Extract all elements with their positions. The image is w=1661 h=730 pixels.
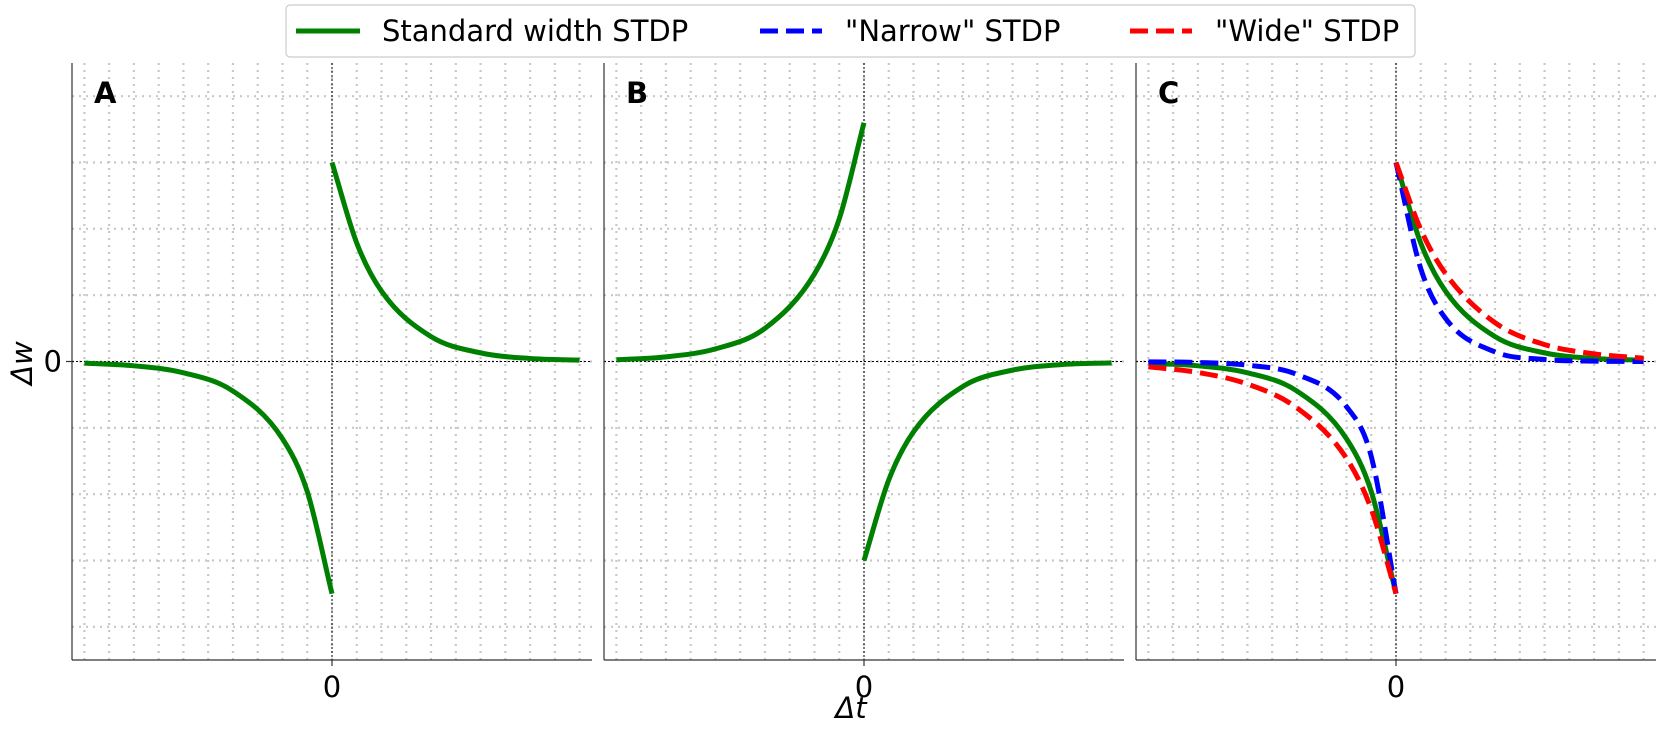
series-narrow-stdp-positive-branch (1393, 161, 1644, 364)
y-tick-label: 0 (44, 345, 62, 379)
x-tick-label: 0 (323, 670, 341, 704)
panel-a: 0 0 A (44, 63, 592, 704)
series-standard-width-stdp-positive-branch (329, 161, 580, 363)
series-wide-stdp-negative-branch (1148, 364, 1399, 595)
panel-label-b: B (626, 76, 648, 110)
legend-frame (285, 4, 1416, 58)
panel-label-c: C (1158, 76, 1179, 110)
series-standard-width-stdp-positive-branch (1393, 161, 1644, 363)
legend-label-narrow: "Narrow" STDP (845, 14, 1060, 48)
legend-label-standard: Standard width STDP (382, 14, 688, 48)
series-standard-width-stdp-negative-branch (616, 122, 867, 363)
series-standard-width-stdp-positive-branch (861, 360, 1112, 562)
y-axis-label: Δw (5, 341, 39, 387)
legend-label-wide: "Wide" STDP (1215, 14, 1399, 48)
series-wide-stdp-positive-branch (1393, 161, 1644, 361)
series-narrow-stdp-negative-branch (1148, 359, 1399, 595)
legend: Standard width STDP "Narrow" STDP "Wide"… (285, 4, 1416, 58)
panel-b: 0B (603, 63, 1124, 704)
x-tick-label: 0 (855, 670, 873, 704)
panel-label-a: A (94, 76, 117, 110)
series-standard-width-stdp-negative-branch (1148, 360, 1399, 595)
x-axis-label: Δt (833, 691, 868, 725)
series-standard-width-stdp-negative-branch (84, 360, 335, 595)
x-tick-label: 0 (1387, 670, 1405, 704)
panel-c: 0C (1135, 63, 1656, 704)
